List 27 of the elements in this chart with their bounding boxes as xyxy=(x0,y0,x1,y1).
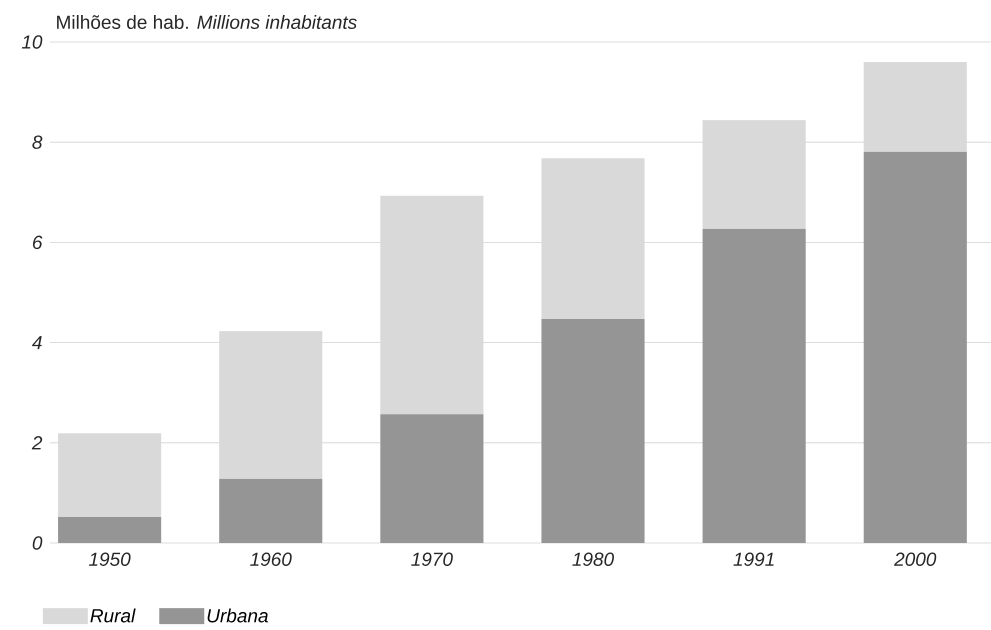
y-tick-label: 10 xyxy=(22,35,42,49)
bar xyxy=(380,196,484,414)
x-tick-label: 1950 xyxy=(88,552,131,566)
y-axis-title: Milhões de hab. Millions inhabitants xyxy=(57,15,357,29)
bar xyxy=(702,120,806,229)
x-tick-label: 1970 xyxy=(411,552,453,566)
bar xyxy=(380,414,484,543)
x-tick-label: 1980 xyxy=(572,552,614,566)
bar xyxy=(58,516,162,543)
y-tick-label: 2 xyxy=(32,436,42,450)
y-tick-label: 4 xyxy=(32,336,42,350)
bar xyxy=(219,478,322,543)
legend-label: Rural xyxy=(90,608,136,622)
bar xyxy=(864,152,967,543)
y-tick-label: 6 xyxy=(32,236,42,250)
bar xyxy=(541,158,645,320)
x-tick-label: 1991 xyxy=(733,552,774,566)
y-tick-label: 8 xyxy=(32,135,42,149)
y-tick-label: 0 xyxy=(32,536,42,550)
x-tick-label: 1960 xyxy=(250,552,292,566)
legend-label: Urbana xyxy=(208,608,268,622)
bar xyxy=(702,228,806,543)
x-tick-label: 2000 xyxy=(894,552,936,566)
bar xyxy=(58,433,162,517)
bar xyxy=(219,331,322,479)
bar xyxy=(541,319,645,543)
bar xyxy=(864,62,967,152)
